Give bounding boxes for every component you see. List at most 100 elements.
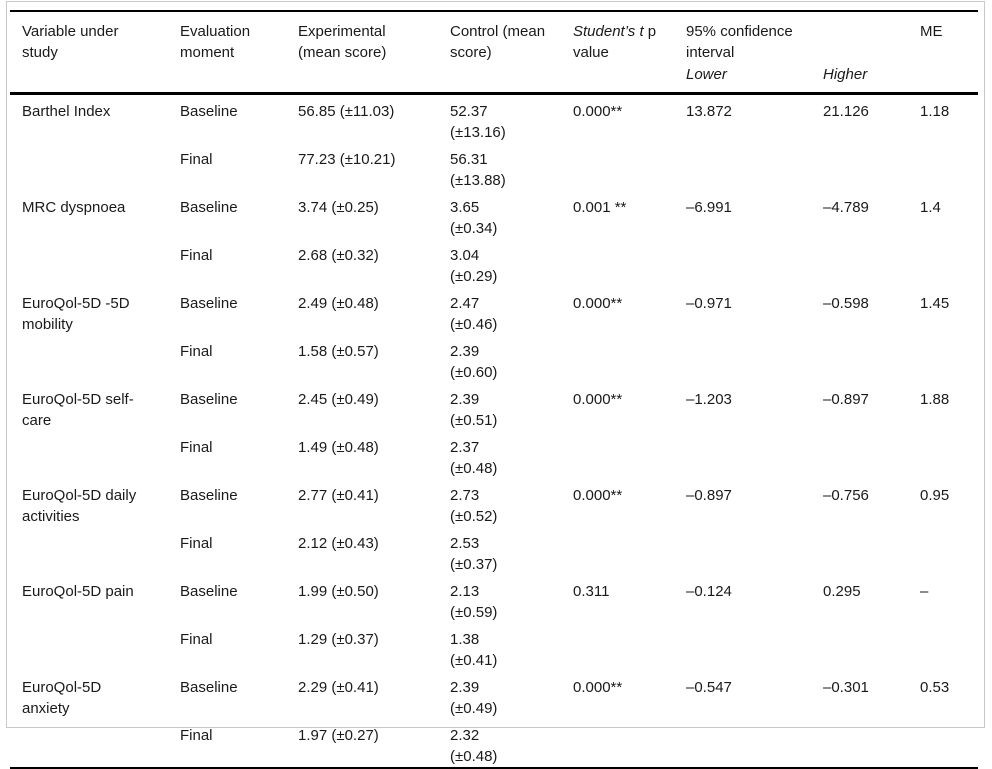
- control-sd: (±0.41): [450, 651, 498, 669]
- control-mean: 2.39: [450, 390, 480, 408]
- cell-control: 3.65 (±0.34): [450, 191, 573, 239]
- header-variable: Variable under study: [10, 11, 180, 95]
- table-body: Barthel Index Baseline 56.85 (±11.03) 52…: [10, 93, 978, 768]
- cell-ci-lower: –6.991: [686, 198, 732, 216]
- cell-experimental: 1.49 (±0.48): [298, 438, 379, 456]
- control-mean: 2.53: [450, 534, 480, 552]
- control-mean: 2.37: [450, 438, 480, 456]
- cell-evaluation-moment: Baseline: [180, 582, 238, 600]
- cell-evaluation-moment: Baseline: [180, 198, 238, 216]
- variable-name: Barthel Index: [22, 102, 111, 120]
- cell-evaluation-moment: Baseline: [180, 486, 238, 504]
- variable-name: EuroQol-5D pain: [22, 582, 134, 600]
- table-header: Variable under study Evaluation moment E…: [10, 11, 978, 95]
- table-row-final: Final 1.29 (±0.37) 1.38 (±0.41): [10, 623, 978, 671]
- cell-ci-higher: –4.789: [823, 198, 869, 216]
- control-sd: (±0.46): [450, 315, 498, 333]
- cell-evaluation-moment: Final: [180, 534, 213, 552]
- cell-p-value: 0.000**: [573, 678, 623, 696]
- table-row-baseline: MRC dyspnoea Baseline 3.74 (±0.25) 3.65 …: [10, 191, 978, 239]
- cell-evaluation-moment: Baseline: [180, 102, 238, 120]
- table-row-baseline: EuroQol-5D anxiety Baseline 2.29 (±0.41)…: [10, 671, 978, 719]
- control-sd: (±0.49): [450, 699, 498, 717]
- table-row-baseline: EuroQol-5D -5D mobility Baseline 2.49 (±…: [10, 287, 978, 335]
- cell-control: 2.32 (±0.48): [450, 719, 573, 768]
- cell-experimental: 2.68 (±0.32): [298, 246, 379, 264]
- cell-evaluation-moment: Final: [180, 150, 213, 168]
- cell-ci-higher: –0.756: [823, 486, 869, 504]
- cell-experimental: 2.45 (±0.49): [298, 390, 379, 408]
- header-confidence-interval-label: 95% confidence interval: [686, 23, 793, 61]
- control-mean: 56.31: [450, 150, 488, 168]
- cell-ci-higher: –0.598: [823, 294, 869, 312]
- cell-evaluation-moment: Final: [180, 726, 213, 744]
- control-sd: (±0.60): [450, 363, 498, 381]
- cell-ci-lower: 13.872: [686, 102, 732, 120]
- header-p-value-label: Student’s t p value: [573, 21, 686, 63]
- cell-ci-lower: –0.124: [686, 582, 732, 600]
- cell-evaluation-moment: Final: [180, 630, 213, 648]
- results-table: Variable under study Evaluation moment E…: [10, 10, 978, 769]
- cell-experimental: 2.77 (±0.41): [298, 486, 379, 504]
- cell-experimental: 1.29 (±0.37): [298, 630, 379, 648]
- cell-ci-higher: –0.301: [823, 678, 869, 696]
- header-control: Control (mean score): [450, 11, 573, 95]
- control-mean: 2.13: [450, 582, 480, 600]
- cell-p-value: 0.000**: [573, 102, 623, 120]
- control-mean: 2.47: [450, 294, 480, 312]
- cell-ci-lower: –0.971: [686, 294, 732, 312]
- header-control-label: Control (mean score): [450, 23, 546, 61]
- control-mean: 2.32: [450, 726, 480, 744]
- table-row-baseline: EuroQol-5D pain Baseline 1.99 (±0.50) 2.…: [10, 575, 978, 623]
- control-mean: 1.38: [450, 630, 480, 648]
- cell-evaluation-moment: Baseline: [180, 390, 238, 408]
- control-sd: (±13.88): [450, 171, 506, 189]
- header-experimental: Experimental (mean score): [298, 11, 450, 95]
- cell-experimental: 1.97 (±0.27): [298, 726, 379, 744]
- table-row-baseline: EuroQol-5D self-care Baseline 2.45 (±0.4…: [10, 383, 978, 431]
- cell-me: 1.4: [920, 198, 941, 216]
- table-row-final: Final 1.49 (±0.48) 2.37 (±0.48): [10, 431, 978, 479]
- cell-p-value: 0.001 **: [573, 198, 627, 216]
- table-row-baseline: Barthel Index Baseline 56.85 (±11.03) 52…: [10, 93, 978, 143]
- table-row-final: Final 77.23 (±10.21) 56.31 (±13.88): [10, 143, 978, 191]
- cell-evaluation-moment: Final: [180, 246, 213, 264]
- header-confidence-interval: 95% confidence interval: [686, 11, 920, 63]
- control-sd: (±13.16): [450, 123, 506, 141]
- control-mean: 2.39: [450, 342, 480, 360]
- cell-me: 1.45: [920, 294, 950, 312]
- cell-control: 56.31 (±13.88): [450, 143, 573, 191]
- variable-name: EuroQol-5D daily activities: [22, 486, 137, 525]
- cell-ci-lower: –0.547: [686, 678, 732, 696]
- cell-evaluation-moment: Baseline: [180, 294, 238, 312]
- header-me-label: ME: [920, 23, 943, 40]
- control-sd: (±0.34): [450, 219, 498, 237]
- cell-me: –: [920, 582, 929, 600]
- cell-ci-lower: –1.203: [686, 390, 732, 408]
- cell-evaluation-moment: Final: [180, 438, 213, 456]
- cell-p-value: 0.000**: [573, 390, 623, 408]
- cell-variable: EuroQol-5D daily activities: [10, 479, 180, 575]
- cell-control: 2.39 (±0.60): [450, 335, 573, 383]
- cell-control: 2.13 (±0.59): [450, 575, 573, 623]
- cell-ci-higher: –0.897: [823, 390, 869, 408]
- cell-variable: EuroQol-5D anxiety: [10, 671, 180, 768]
- cell-control: 2.47 (±0.46): [450, 287, 573, 335]
- control-mean: 2.39: [450, 678, 480, 696]
- cell-evaluation-moment: Final: [180, 342, 213, 360]
- cell-ci-higher: 21.126: [823, 102, 869, 120]
- control-sd: (±0.37): [450, 555, 498, 573]
- cell-experimental: 77.23 (±10.21): [298, 150, 396, 168]
- cell-variable: Barthel Index: [10, 93, 180, 191]
- cell-control: 2.73 (±0.52): [450, 479, 573, 527]
- cell-me: 1.88: [920, 390, 950, 408]
- header-p-value-rest: p value: [573, 23, 657, 61]
- header-p-value: Student’s t p value: [573, 11, 686, 95]
- cell-variable: MRC dyspnoea: [10, 191, 180, 287]
- cell-control: 2.39 (±0.51): [450, 383, 573, 431]
- header-me: ME: [920, 11, 978, 95]
- cell-control: 2.53 (±0.37): [450, 527, 573, 575]
- cell-experimental: 2.29 (±0.41): [298, 678, 379, 696]
- page-frame: Variable under study Evaluation moment E…: [6, 1, 985, 769]
- cell-control: 52.37 (±13.16): [450, 93, 573, 143]
